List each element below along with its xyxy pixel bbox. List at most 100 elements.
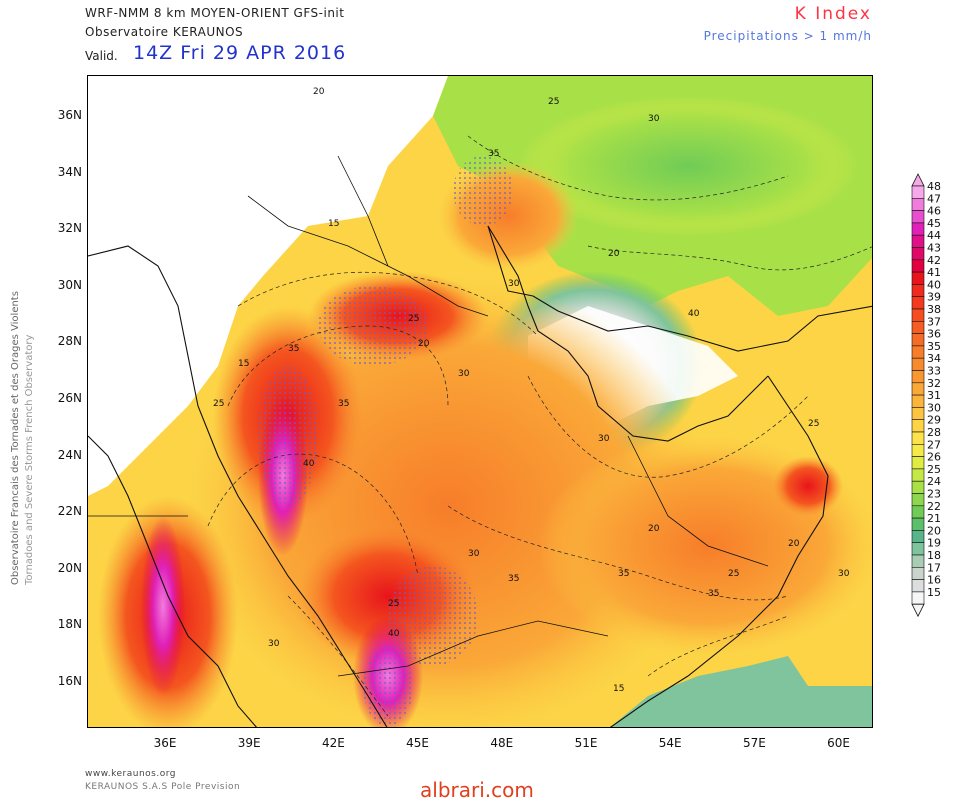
k-index-map: 20 25 30 15 35 25 30 15 20 35 40 35 30 25 20 40 30 35 25 30… [87, 75, 873, 728]
colorbar-swatch [911, 579, 925, 593]
map-canvas: 20 25 30 15 35 25 30 15 20 35 40 35 30 25 20 40 30 35 25 30… [88, 76, 872, 727]
longitude-tick-label: 39E [237, 736, 261, 750]
colorbar-level-label: 42 [927, 254, 941, 267]
colorbar-swatch [911, 542, 925, 556]
longitude-tick-label: 45E [406, 736, 430, 750]
colorbar-level-label: 39 [927, 291, 941, 304]
colorbar-level-label: 46 [927, 205, 941, 218]
colorbar-level-label: 38 [927, 303, 941, 316]
colorbar-level-label: 35 [927, 340, 941, 353]
political-borders [88, 155, 769, 677]
footer-company: KERAUNOS S.A.S Pole Prevision [85, 782, 241, 792]
longitude-tick-label: 48E [490, 736, 514, 750]
colorbar-level-label: 45 [927, 217, 941, 230]
red-core-oman [773, 456, 843, 516]
colorbar-level-label: 16 [927, 574, 941, 587]
latitude-tick-label: 32N [57, 221, 82, 236]
contour-value-label: 30 [508, 279, 520, 289]
colorbar-swatch [911, 431, 925, 445]
colorbar-level-label: 47 [927, 192, 941, 205]
contour-value-label: 25 [728, 569, 739, 579]
colorbar-level-label: 48 [927, 180, 941, 193]
latitude-tick-label: 28N [57, 334, 82, 349]
k-index-contours [207, 135, 872, 717]
contour-value-label: 30 [468, 549, 480, 559]
colorbar-swatch [911, 554, 925, 568]
colorbar-level-label: 24 [927, 475, 941, 488]
colorbar-swatch [911, 456, 925, 470]
colorbar-level-label: 22 [927, 500, 941, 513]
colorbar-swatch [911, 247, 925, 261]
index-title: K Index [794, 4, 872, 24]
colorbar-swatch [911, 222, 925, 236]
k-index-colorbar: 48 47 46 45 44 43 42 41 40 39 38 37 36 35 34 33 32 31 30 29… [911, 173, 941, 638]
contour-value-label: 25 [213, 399, 224, 409]
precip-dots-south [388, 566, 478, 666]
valid-label: Valid. [85, 49, 118, 63]
colorbar-level-label: 25 [927, 463, 941, 476]
contour-value-label: 40 [388, 629, 400, 639]
precipitation-note: Precipitations > 1 mm/h [703, 29, 872, 43]
model-title: WRF-NMM 8 km MOYEN-ORIENT GFS-init [85, 6, 345, 20]
colorbar-level-label: 21 [927, 512, 941, 525]
colorbar-swatch [911, 419, 925, 433]
latitude-tick-label: 26N [57, 391, 82, 405]
contour-value-label: 25 [548, 97, 559, 107]
colorbar-swatch [911, 284, 925, 298]
precip-dots-iraq [453, 156, 513, 226]
colorbar-swatch [911, 308, 925, 322]
colorbar-level-label: 31 [927, 389, 941, 402]
longitude-tick-label: 51E [574, 736, 598, 750]
contour-value-label: 25 [388, 599, 399, 609]
contour-value-label: 30 [268, 639, 280, 649]
contour-value-label: 30 [838, 569, 850, 579]
contour-value-label: 15 [328, 219, 339, 229]
contour-value-label: 35 [488, 149, 499, 159]
footer-site: www.keraunos.org [85, 769, 176, 779]
contour-value-label: 35 [708, 589, 719, 599]
contour-value-label: 20 [648, 524, 660, 534]
colorbar-swatch [911, 345, 925, 359]
colorbar-swatch [911, 234, 925, 248]
colorbar-level-label: 28 [927, 426, 941, 439]
colorbar-swatch [911, 210, 925, 224]
coastlines [88, 225, 872, 727]
colorbar-swatch [911, 407, 925, 420]
colorbar-level-label: 27 [927, 438, 941, 451]
longitude-tick-label: 42E [321, 736, 345, 750]
colorbar-level-label: 19 [927, 537, 941, 550]
colorbar-swatch [911, 333, 925, 347]
arabian-sea-grey-green [610, 656, 872, 727]
latitude-tick-label: 18N [57, 617, 82, 632]
longitude-tick-label: 57E [742, 736, 766, 750]
contour-value-label: 35 [288, 344, 299, 354]
colorbar-level-label: 37 [927, 315, 941, 328]
colorbar-swatch [911, 197, 925, 211]
colorbar-svg: 4847464544434241403938373635343332313029… [911, 173, 941, 618]
latitude-tick-label: 30N [57, 277, 82, 292]
colorbar-swatch [911, 493, 925, 507]
colorbar-swatch [911, 259, 925, 273]
colorbar-swatch [911, 357, 925, 371]
contour-value-label: 35 [618, 569, 629, 579]
contour-value-label: 20 [313, 87, 325, 97]
colorbar-level-label: 40 [927, 278, 941, 291]
colorbar-swatch [911, 468, 925, 482]
contour-value-label: 40 [688, 309, 700, 319]
contour-value-label: 25 [808, 419, 819, 429]
longitude-tick-label: 36E [153, 736, 177, 750]
white-land-north-west [88, 76, 448, 496]
contour-value-label: 30 [598, 434, 610, 444]
contour-value-label: 20 [788, 539, 800, 549]
contour-value-label: 35 [508, 574, 519, 584]
colorbar-level-label: 32 [927, 377, 941, 390]
contour-value-label: 15 [613, 684, 624, 694]
side-credit-french: Observatoire Francais des Tornades et de… [10, 291, 21, 585]
colorbar-level-label: 23 [927, 488, 941, 501]
contour-value-label: 20 [608, 249, 620, 259]
contour-value-label: 30 [458, 369, 470, 379]
precip-dots-yemen [363, 646, 413, 726]
contour-value-label: 25 [408, 314, 419, 324]
colorbar-swatch [911, 271, 925, 285]
contour-value-label: 15 [238, 359, 249, 369]
